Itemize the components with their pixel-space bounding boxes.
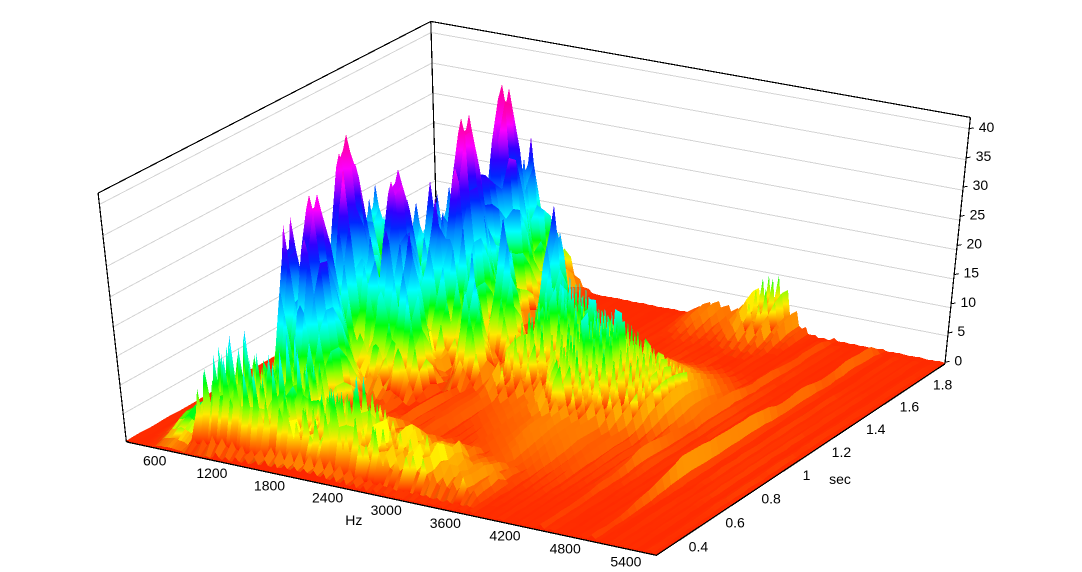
svg-text:0.4: 0.4	[689, 539, 709, 555]
svg-text:Hz: Hz	[345, 512, 362, 528]
svg-text:1: 1	[803, 467, 811, 483]
svg-text:10: 10	[961, 294, 977, 310]
svg-text:1800: 1800	[254, 477, 285, 493]
svg-text:40: 40	[979, 119, 995, 135]
svg-text:3000: 3000	[371, 502, 402, 518]
svg-text:35: 35	[976, 148, 992, 164]
svg-text:30: 30	[973, 177, 989, 193]
svg-text:1.2: 1.2	[832, 444, 852, 460]
svg-text:25: 25	[970, 206, 986, 222]
svg-text:5400: 5400	[610, 554, 641, 568]
svg-text:4800: 4800	[550, 541, 581, 557]
svg-text:0.8: 0.8	[761, 491, 781, 507]
svg-text:600: 600	[143, 453, 167, 469]
svg-text:0.6: 0.6	[725, 514, 745, 530]
svg-text:1.4: 1.4	[866, 421, 886, 437]
svg-text:1.6: 1.6	[900, 399, 920, 415]
svg-text:20: 20	[967, 236, 983, 252]
svg-text:1200: 1200	[196, 465, 227, 481]
svg-text:2400: 2400	[312, 490, 343, 506]
svg-text:5: 5	[957, 323, 965, 339]
svg-text:3600: 3600	[430, 515, 461, 531]
svg-text:sec: sec	[829, 471, 851, 487]
svg-text:0: 0	[954, 352, 962, 368]
svg-text:1.8: 1.8	[933, 377, 953, 393]
svg-text:15: 15	[964, 265, 980, 281]
svg-text:4200: 4200	[489, 528, 520, 544]
